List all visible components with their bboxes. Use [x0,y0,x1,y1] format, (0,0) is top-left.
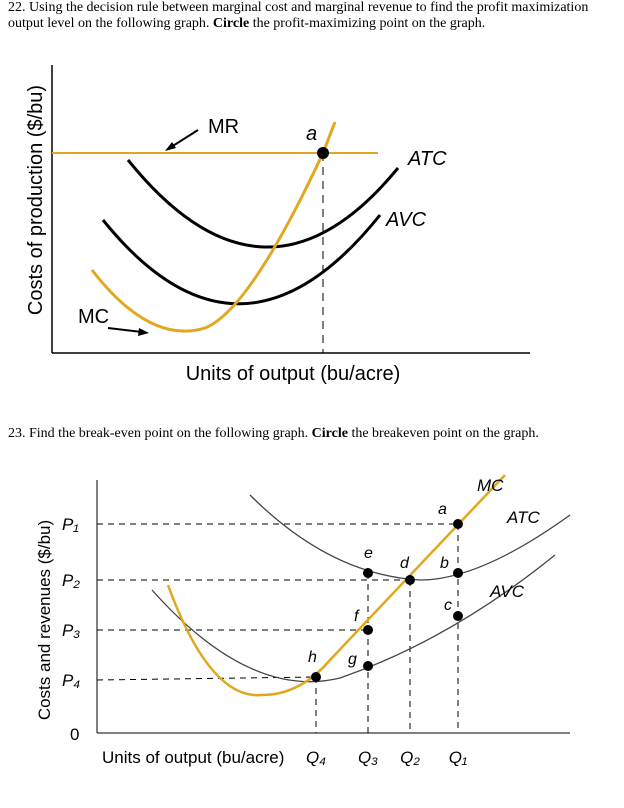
question-text: Find the break-even point on the followi… [29,426,309,441]
price-label: P₄ [62,671,80,690]
point [311,672,321,682]
atc-curve [249,494,571,581]
y-axis-label: Costs of production ($/bu) [25,85,47,315]
point-label: h [308,649,317,666]
arrow [107,327,143,333]
question-number: 23. [8,426,26,441]
quantity-label: Q₂ [400,748,420,767]
quantity-label: Q₄ [306,748,326,767]
point-label: c [444,597,452,614]
point-label: d [400,555,410,572]
point-label: e [364,545,373,562]
point [453,519,463,529]
question-text: the profit-maximizing point on the graph… [252,16,486,31]
quantity-label: Q₁ [449,748,468,767]
avc-curve [101,214,382,306]
point [405,575,415,585]
price-label: P₃ [62,621,80,640]
point [363,568,373,578]
guide [96,676,317,681]
question-number: 22. [8,0,26,15]
point [453,568,463,578]
point-label: b [440,555,449,572]
atc-label: ATC [506,508,540,527]
question-bold: Circle [311,426,348,441]
arrow-head [138,328,149,336]
point [363,625,373,635]
question-1: 22. Using the decision rule between marg… [8,0,608,32]
question-text: the breakeven point on the graph. [351,426,539,441]
price-label: P₁ [62,515,79,534]
x-axis-label: Units of output (bu/acre) [186,363,401,385]
point [363,661,373,671]
point [453,611,463,621]
atc-label: ATC [407,148,447,170]
mc-label: MC [78,306,109,328]
question-bold: Circle [212,16,250,31]
point-label: f [354,608,360,625]
question-text: Using the decision rule between marginal… [8,0,589,31]
arrow-head [165,142,176,151]
question-2: 23. Find the break-even point on the fol… [8,426,608,442]
graph-1: MR a ATC AVC MC Costs of production ($/b… [25,65,530,385]
point [317,147,329,159]
price-label: P₂ [62,571,80,590]
y-axis-label: Costs and revenues ($/bu) [35,520,54,720]
dashed-guides [96,523,459,733]
avc-label: AVC [489,582,525,601]
point-label: a [306,123,317,145]
mc-curve [166,474,506,697]
point-label: a [438,501,447,518]
mc-curve [90,121,337,333]
origin-label: 0 [70,725,79,744]
atc-curve [126,159,400,249]
avc-curve [151,554,556,683]
mr-label: MR [208,116,239,138]
points [311,519,463,682]
point-label: g [348,651,357,668]
quantity-label: Q₃ [358,748,378,767]
x-axis-label: Units of output (bu/acre) [102,748,284,767]
avc-label: AVC [385,209,427,231]
mc-label: MC [477,476,504,495]
